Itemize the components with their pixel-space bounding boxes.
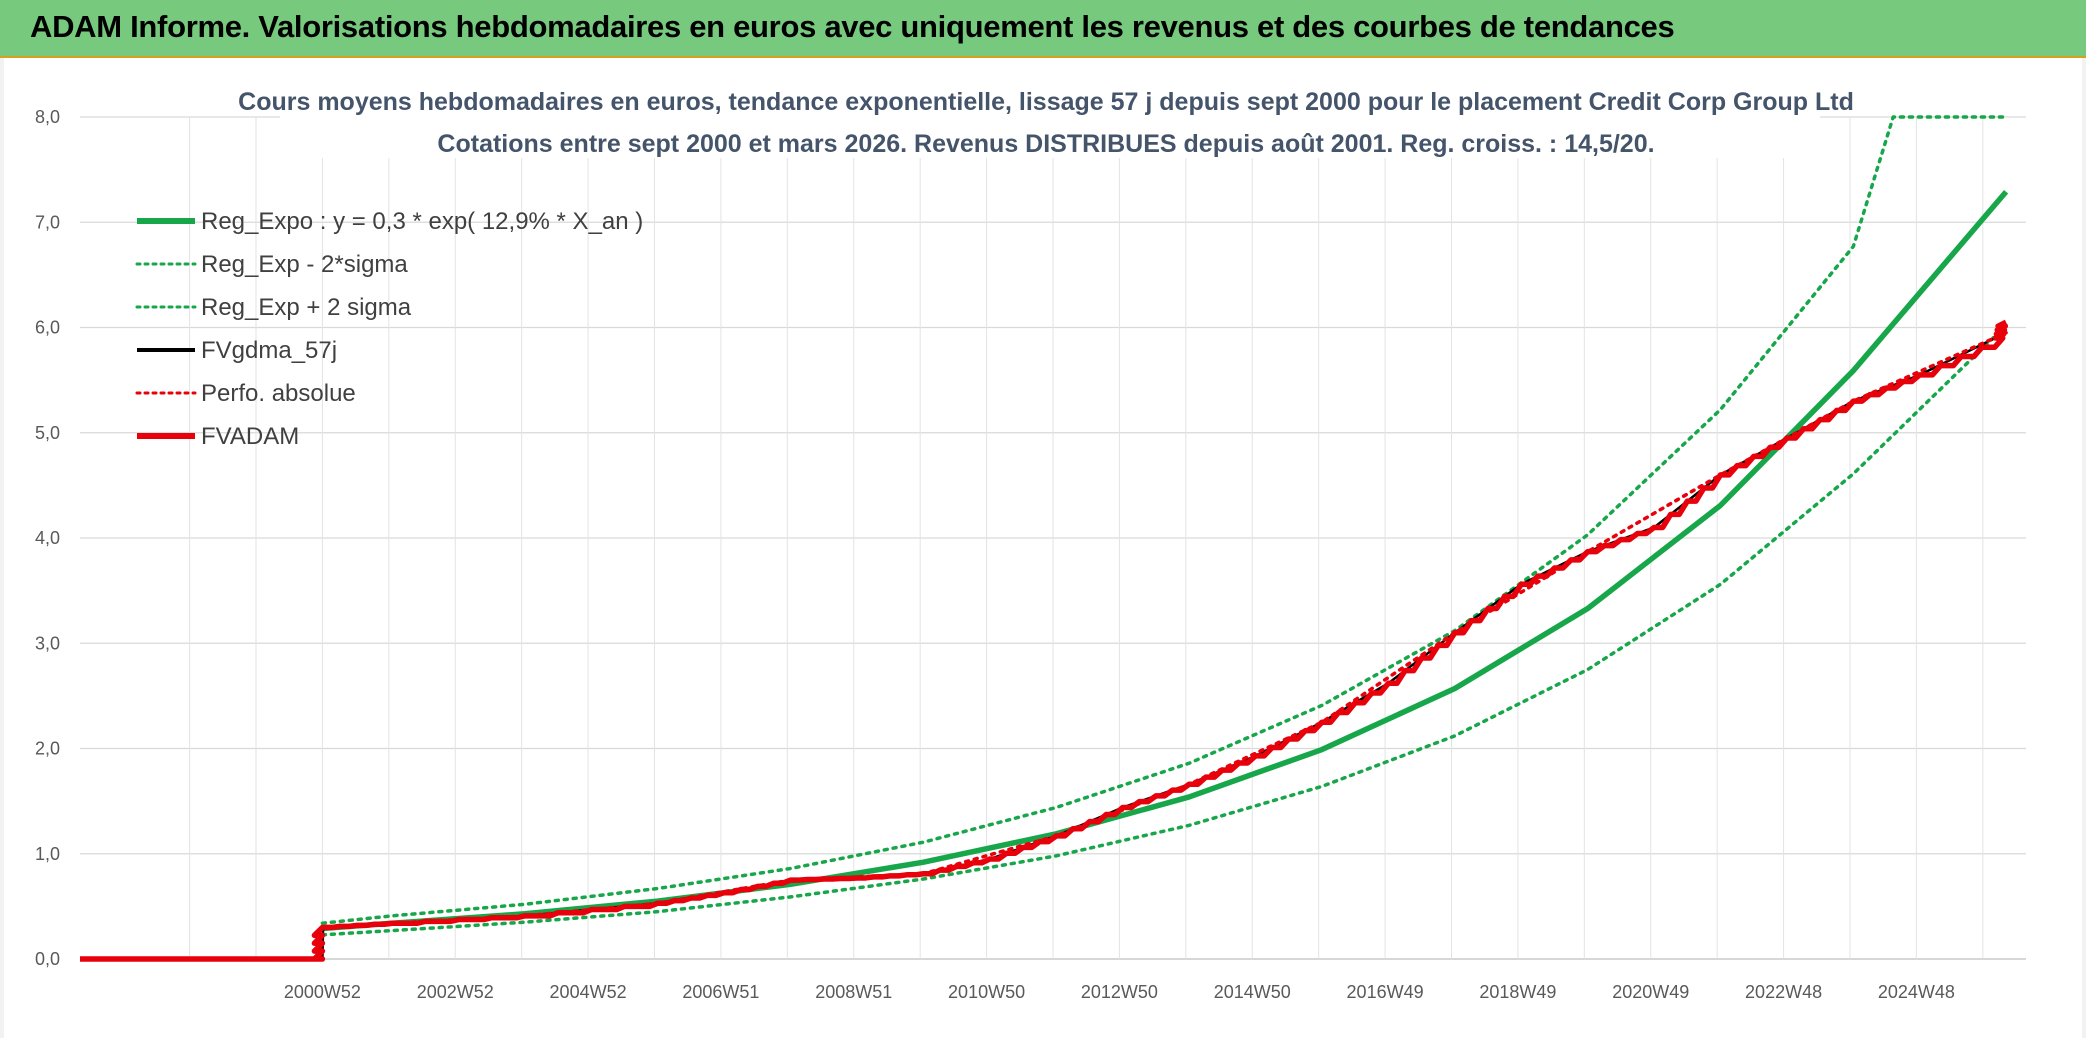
x-tick-label: 2010W50 — [948, 982, 1025, 1002]
chart-frame — [0, 58, 2086, 1038]
report-banner: ADAM Informe. Valorisations hebdomadaire… — [0, 0, 2086, 58]
x-tick-label: 2022W48 — [1745, 982, 1822, 1002]
y-axis-ticks: 0,0 1,0 2,0 3,0 4,0 5,0 6,0 7,0 8,0 — [35, 107, 60, 969]
legend-label: Reg_Exp - 2*sigma — [201, 251, 408, 278]
x-tick-label: 2014W50 — [1214, 982, 1291, 1002]
y-tick-label: 2,0 — [35, 739, 60, 759]
report-title: ADAM Informe. Valorisations hebdomadaire… — [30, 9, 1675, 44]
x-axis-ticks: 2000W52 2002W52 2004W52 2006W51 2008W51 2010W… — [284, 982, 1955, 1002]
chart-series — [80, 115, 2009, 962]
x-tick-label: 2018W49 — [1479, 982, 1556, 1002]
legend-label: FVgdma_57j — [201, 337, 337, 364]
x-tick-label: 2004W52 — [550, 982, 627, 1002]
y-tick-label: 1,0 — [35, 844, 60, 864]
x-tick-label: 2024W48 — [1878, 982, 1955, 1002]
legend-label: FVADAM — [201, 423, 299, 450]
y-tick-label: 7,0 — [35, 212, 60, 232]
x-tick-label: 2016W49 — [1347, 982, 1424, 1002]
y-tick-label: 0,0 — [35, 949, 60, 969]
x-tick-label: 2012W50 — [1081, 982, 1158, 1002]
legend-label: Perfo. absolue — [201, 380, 356, 407]
y-tick-label: 8,0 — [35, 107, 60, 127]
chart-title: Cours moyens hebdomadaires en euros, ten… — [238, 88, 1854, 116]
x-tick-label: 2000W52 — [284, 982, 361, 1002]
title-background — [280, 84, 1820, 158]
x-tick-label: 2020W49 — [1612, 982, 1689, 1002]
chart-grid — [80, 116, 2026, 960]
series-line — [320, 115, 2008, 925]
x-tick-label: 2006W51 — [682, 982, 759, 1002]
series-line — [320, 323, 2008, 937]
y-tick-label: 3,0 — [35, 633, 60, 653]
chart-legend: Reg_Expo : y = 0,3 * exp( 12,9% * X_an )… — [135, 208, 643, 450]
series-line — [322, 189, 2009, 932]
legend-label: Reg_Expo : y = 0,3 * exp( 12,9% * X_an ) — [201, 208, 643, 235]
legend-label: Reg_Exp + 2 sigma — [201, 294, 412, 321]
x-tick-label: 2008W51 — [815, 982, 892, 1002]
y-tick-label: 5,0 — [35, 423, 60, 443]
chart-subtitle: Cotations entre sept 2000 et mars 2026. … — [437, 130, 1654, 158]
series-line — [320, 331, 2008, 930]
y-tick-label: 6,0 — [35, 318, 60, 338]
x-tick-label: 2002W52 — [417, 982, 494, 1002]
y-tick-label: 4,0 — [35, 528, 60, 548]
